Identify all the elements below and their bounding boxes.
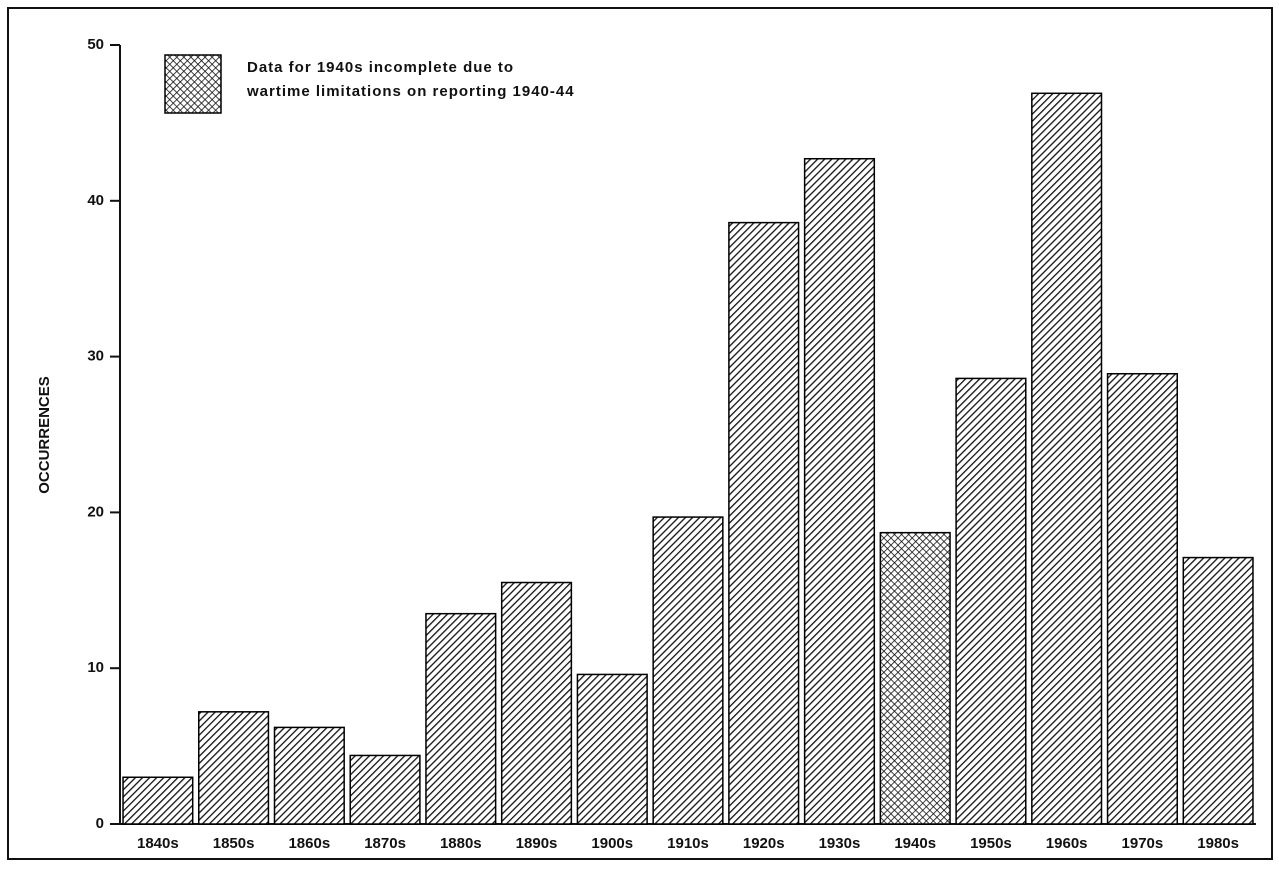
bar	[1106, 372, 1178, 825]
x-tick-label: 1920s	[743, 835, 785, 852]
bar	[349, 754, 421, 825]
x-tick-label: 1890s	[516, 835, 558, 852]
bar	[652, 516, 724, 825]
x-tick-label: 1960s	[1046, 835, 1088, 852]
bar	[955, 377, 1027, 825]
x-tick-label: 1980s	[1197, 835, 1239, 852]
y-tick-label: 20	[87, 503, 104, 520]
x-tick-label: 1880s	[440, 835, 482, 852]
x-tick-label: 1850s	[213, 835, 255, 852]
x-tick-label: 1840s	[137, 835, 179, 852]
x-tick-label: 1910s	[667, 835, 709, 852]
y-tick-label: 50	[87, 36, 104, 53]
bar	[728, 221, 800, 825]
legend-swatch	[164, 54, 222, 114]
y-axis-label: OCCURRENCES	[36, 376, 53, 494]
bar	[198, 711, 270, 825]
legend-label: Data for 1940s incomplete due to	[247, 59, 514, 76]
x-tick-label: 1970s	[1122, 835, 1164, 852]
x-tick-label: 1940s	[894, 835, 936, 852]
x-tick-label: 1870s	[364, 835, 406, 852]
y-tick-label: 0	[96, 815, 104, 832]
bar	[879, 531, 951, 825]
y-tick-label: 30	[87, 348, 104, 365]
frame	[7, 7, 1273, 860]
x-tick-label: 1900s	[591, 835, 633, 852]
y-tick-label: 40	[87, 192, 104, 209]
x-tick-label: 1860s	[288, 835, 330, 852]
bar	[576, 673, 648, 825]
bar	[273, 726, 345, 825]
bar	[122, 776, 194, 825]
y-tick-label: 10	[87, 659, 104, 676]
bar	[425, 612, 497, 825]
x-tick-label: 1950s	[970, 835, 1012, 852]
bar	[803, 157, 876, 825]
bar	[1182, 556, 1254, 825]
x-tick-label: 1930s	[819, 835, 861, 852]
bar	[1031, 92, 1103, 825]
legend-label: wartime limitations on reporting 1940-44	[246, 83, 575, 100]
bar	[500, 581, 573, 825]
